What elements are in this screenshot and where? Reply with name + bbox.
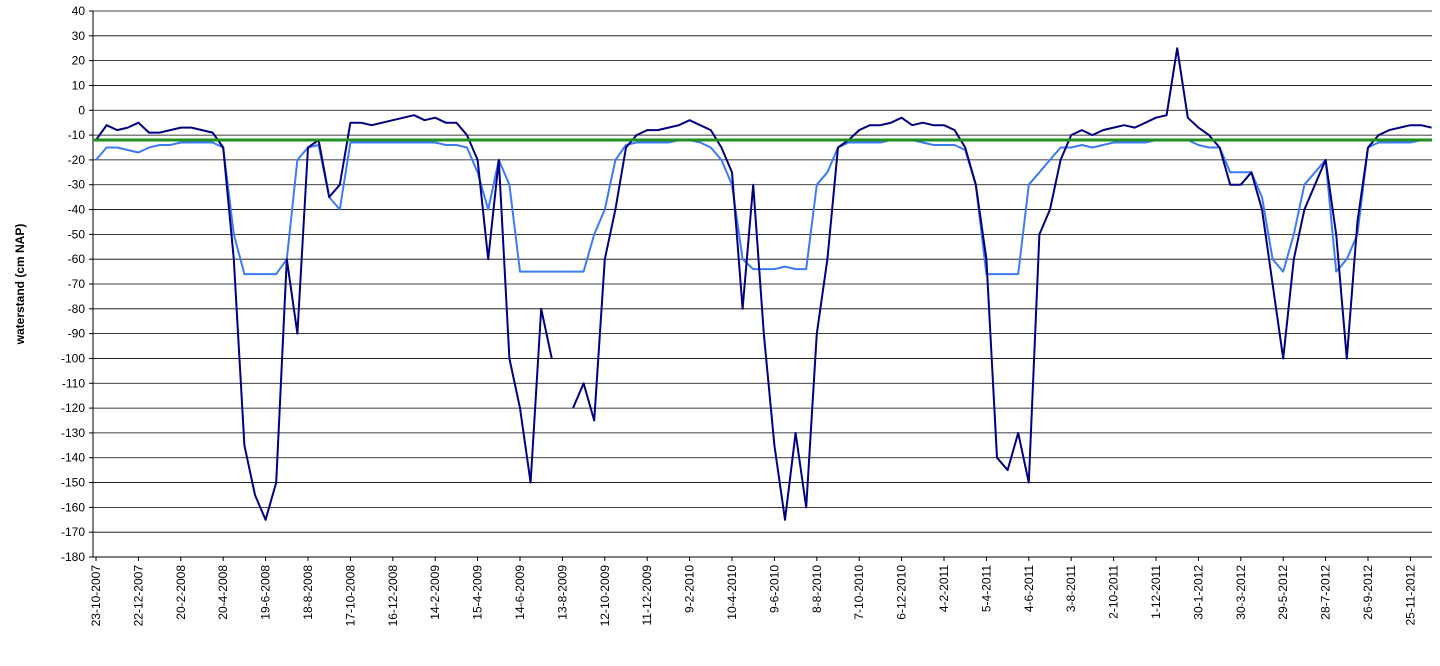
y-tick-label: 0 — [78, 103, 85, 117]
y-tick-label: 20 — [72, 54, 86, 68]
x-tick-label: 9-6-2010 — [767, 565, 781, 613]
y-tick-label: -120 — [61, 401, 85, 415]
x-tick-label: 18-8-2008 — [301, 565, 315, 620]
y-tick-label: -160 — [61, 500, 85, 514]
x-tick-label: 28-7-2012 — [1319, 565, 1333, 620]
y-tick-label: -110 — [62, 376, 85, 390]
x-tick-label: 25-11-2012 — [1403, 565, 1417, 626]
y-tick-label: -170 — [61, 525, 85, 539]
x-tick-label: 10-4-2010 — [725, 565, 739, 620]
x-tick-label: 26-9-2012 — [1361, 565, 1375, 620]
x-tick-label: 1-12-2011 — [1149, 565, 1163, 619]
x-tick-label: 4-2-2011 — [937, 565, 951, 612]
y-tick-label: -140 — [61, 451, 85, 465]
y-tick-label: -10 — [68, 128, 86, 142]
y-tick-label: 30 — [72, 29, 86, 43]
x-tick-label: 22-12-2007 — [131, 565, 145, 627]
y-tick-label: -70 — [68, 277, 86, 291]
x-tick-label: 30-1-2012 — [1191, 565, 1205, 620]
x-tick-label: 12-10-2009 — [598, 565, 612, 627]
y-tick-label: -100 — [61, 351, 85, 365]
x-tick-label: 30-3-2012 — [1234, 565, 1248, 620]
y-tick-label: -80 — [68, 302, 86, 316]
y-tick-label: -20 — [68, 153, 86, 167]
x-tick-label: 13-8-2009 — [555, 565, 569, 620]
y-tick-label: 10 — [72, 78, 86, 92]
x-tick-label: 4-6-2011 — [1022, 565, 1036, 612]
y-axis-label: waterstand (cm NAP) — [13, 224, 27, 346]
x-tick-label: 29-5-2012 — [1276, 565, 1290, 620]
x-tick-label: 6-12-2010 — [895, 565, 909, 620]
x-tick-label: 14-6-2009 — [513, 565, 527, 620]
x-tick-label: 14-2-2009 — [428, 565, 442, 620]
y-tick-label: -90 — [68, 327, 86, 341]
x-tick-label: 11-12-2009 — [640, 565, 654, 626]
y-tick-label: -150 — [61, 476, 85, 490]
x-tick-label: 19-6-2008 — [259, 565, 273, 620]
y-tick-label: -40 — [68, 203, 86, 217]
x-tick-label: 2-10-2011 — [1107, 565, 1121, 619]
y-tick-label: -180 — [61, 550, 85, 564]
x-tick-label: 5-4-2011 — [979, 565, 993, 612]
x-tick-label: 23-10-2007 — [89, 565, 103, 627]
x-tick-label: 15-4-2009 — [471, 565, 485, 620]
x-tick-label: 8-8-2010 — [810, 565, 824, 613]
x-tick-label: 3-8-2011 — [1064, 565, 1078, 612]
y-tick-label: 40 — [72, 4, 86, 18]
x-tick-label: 7-10-2010 — [852, 565, 866, 620]
x-tick-label: 16-12-2008 — [386, 565, 400, 627]
x-tick-label: 20-4-2008 — [216, 565, 230, 620]
y-tick-label: -130 — [61, 426, 85, 440]
y-tick-label: -60 — [68, 252, 86, 266]
x-tick-label: 17-10-2008 — [343, 565, 357, 627]
x-tick-label: 9-2-2010 — [683, 565, 697, 613]
x-tick-label: 20-2-2008 — [174, 565, 188, 620]
y-tick-label: -50 — [68, 227, 86, 241]
y-tick-label: -30 — [68, 178, 86, 192]
